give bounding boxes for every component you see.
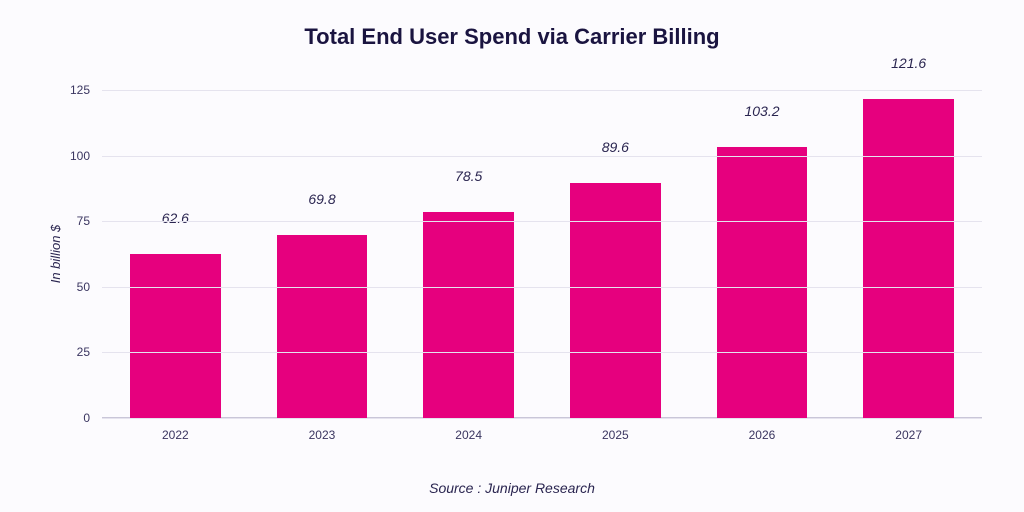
grid-line [102, 221, 982, 222]
y-tick-label: 50 [77, 280, 90, 294]
chart-title: Total End User Spend via Carrier Billing [0, 24, 1024, 50]
bar [570, 183, 661, 418]
bar [130, 254, 221, 418]
grid-line [102, 90, 982, 91]
bar-slot: 103.22026 [689, 90, 836, 418]
bar [423, 212, 514, 418]
grid-line [102, 156, 982, 157]
x-tick-label: 2025 [602, 428, 629, 442]
carrier-billing-chart: Total End User Spend via Carrier Billing… [0, 0, 1024, 512]
x-tick-label: 2022 [162, 428, 189, 442]
bar-value-label: 78.5 [455, 168, 482, 190]
y-tick-label: 125 [70, 83, 90, 97]
grid-line [102, 287, 982, 288]
y-tick-label: 75 [77, 214, 90, 228]
bar-value-label: 103.2 [744, 103, 779, 125]
bar-slot: 89.62025 [542, 90, 689, 418]
bar-slot: 78.52024 [395, 90, 542, 418]
bar-value-label: 89.6 [602, 139, 629, 161]
x-tick-label: 2027 [895, 428, 922, 442]
x-tick-label: 2026 [749, 428, 776, 442]
chart-source: Source : Juniper Research [0, 480, 1024, 496]
x-tick-label: 2024 [455, 428, 482, 442]
plot-area: 62.6202269.8202378.5202489.62025103.2202… [102, 90, 982, 418]
bar [277, 235, 368, 418]
y-tick-label: 0 [83, 411, 90, 425]
bar-value-label: 69.8 [308, 191, 335, 213]
bar-slot: 62.62022 [102, 90, 249, 418]
y-tick-label: 25 [77, 345, 90, 359]
bar [717, 147, 808, 418]
bar-slot: 69.82023 [249, 90, 396, 418]
bars-container: 62.6202269.8202378.5202489.62025103.2202… [102, 90, 982, 418]
y-tick-label: 100 [70, 149, 90, 163]
bar-slot: 121.62027 [835, 90, 982, 418]
bar [863, 99, 954, 418]
y-axis-label: In billion $ [48, 225, 63, 284]
x-tick-label: 2023 [309, 428, 336, 442]
bar-value-label: 121.6 [891, 55, 926, 77]
grid-line [102, 352, 982, 353]
grid-line [102, 418, 982, 419]
